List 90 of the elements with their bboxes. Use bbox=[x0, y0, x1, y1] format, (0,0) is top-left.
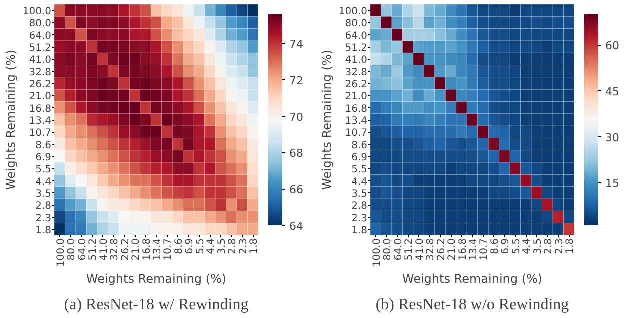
y-tick-label: 5.5 bbox=[352, 164, 368, 176]
y-tick-label: 64.0 bbox=[345, 30, 368, 42]
y-tick-label: 10.7 bbox=[345, 128, 368, 140]
x-tick-label: 10.7 bbox=[163, 238, 174, 261]
x-tick-label: 8.6 bbox=[174, 238, 185, 254]
color-bar-label: 15 bbox=[606, 177, 620, 190]
y-tick-label: 8.6 bbox=[352, 140, 368, 152]
x-tick-label: 5.5 bbox=[511, 238, 522, 254]
x-tick-label: 2.3 bbox=[238, 238, 250, 254]
x-tick-label: 13.4 bbox=[468, 238, 480, 261]
color-bar-label: 74 bbox=[290, 38, 304, 52]
x-axis-title: Weights Remaining (%) bbox=[86, 272, 227, 286]
color-bar-label: 68 bbox=[290, 147, 304, 160]
x-tick-label: 51.2 bbox=[88, 238, 100, 261]
x-tick-label: 3.5 bbox=[216, 238, 228, 254]
x-tick-label: 2.8 bbox=[228, 238, 239, 254]
color-bar-label: 70 bbox=[290, 110, 304, 124]
x-tick-label: 2.3 bbox=[554, 238, 566, 254]
y-tick-label: 10.7 bbox=[29, 128, 52, 140]
x-tick-label: 16.8 bbox=[458, 238, 469, 261]
x-tick-label: 4.4 bbox=[522, 238, 534, 254]
y-tick-label: 51.2 bbox=[345, 43, 368, 54]
x-tick-label: 80.0 bbox=[382, 238, 394, 261]
y-tick-label: 13.4 bbox=[345, 116, 368, 127]
y-tick-label: 3.5 bbox=[352, 188, 368, 200]
x-tick-label: 64.0 bbox=[77, 238, 88, 261]
y-tick-label: 32.8 bbox=[345, 67, 368, 78]
x-tick-label: 51.2 bbox=[404, 238, 416, 261]
x-tick-label: 21.0 bbox=[131, 238, 142, 261]
x-tick-label: 13.4 bbox=[152, 238, 164, 261]
y-tick-label: 41.0 bbox=[345, 55, 368, 66]
color-bar-label: 45 bbox=[606, 85, 620, 98]
x-tick-label: 80.0 bbox=[66, 238, 78, 261]
x-tick-label: 64.0 bbox=[393, 238, 404, 261]
x-tick-label: 32.8 bbox=[426, 238, 437, 261]
x-tick-label: 41.0 bbox=[414, 238, 426, 261]
x-tick-label: 8.6 bbox=[490, 238, 501, 254]
y-tick-label: 6.9 bbox=[36, 152, 52, 164]
y-tick-label: 100.0 bbox=[22, 6, 52, 18]
y-axis-title: Weights Remaining (%) bbox=[320, 50, 334, 190]
y-tick-label: 21.0 bbox=[29, 92, 52, 103]
y-tick-label: 1.8 bbox=[352, 225, 368, 236]
y-tick-label: 2.3 bbox=[36, 213, 52, 224]
y-tick-label: 80.0 bbox=[345, 18, 368, 30]
x-tick-label: 10.7 bbox=[479, 238, 490, 261]
y-tick-label: 21.0 bbox=[345, 92, 368, 103]
y-tick-label: 5.5 bbox=[36, 164, 52, 176]
color-bar-label: 72 bbox=[290, 74, 304, 88]
y-tick-label: 6.9 bbox=[352, 152, 368, 164]
text: (a) ResNet-18 w/ Rewinding bbox=[64, 296, 249, 314]
y-tick-label: 26.2 bbox=[345, 80, 368, 91]
x-tick-label: 26.2 bbox=[120, 238, 132, 261]
x-tick-label: 21.0 bbox=[447, 238, 458, 261]
x-tick-label: 1.8 bbox=[249, 238, 260, 254]
x-tick-label: 1.8 bbox=[565, 238, 576, 254]
x-tick-label: 4.4 bbox=[206, 238, 218, 254]
color-bar-label: 64 bbox=[290, 220, 304, 233]
x-tick-label: 6.9 bbox=[184, 238, 196, 254]
y-tick-label: 32.8 bbox=[29, 67, 52, 78]
y-tick-label: 4.4 bbox=[36, 176, 52, 188]
y-tick-label: 2.8 bbox=[352, 201, 368, 212]
x-tick-label: 3.5 bbox=[532, 238, 544, 254]
x-tick-label: 32.8 bbox=[110, 238, 121, 261]
x-tick-label: 26.2 bbox=[436, 238, 448, 261]
x-tick-label: 6.9 bbox=[500, 238, 512, 254]
x-tick-label: 2.8 bbox=[544, 238, 555, 254]
y-axis-title: Weights Remaining (%) bbox=[4, 50, 18, 190]
y-tick-label: 8.6 bbox=[36, 140, 52, 152]
y-tick-label: 13.4 bbox=[29, 116, 52, 127]
color-bar-label: 60 bbox=[606, 40, 620, 53]
y-tick-label: 3.5 bbox=[36, 188, 52, 200]
y-tick-label: 26.2 bbox=[29, 80, 52, 91]
y-tick-label: 41.0 bbox=[29, 55, 52, 66]
color-bar-label: 30 bbox=[606, 131, 620, 144]
y-tick-label: 2.8 bbox=[36, 201, 52, 212]
y-tick-label: 16.8 bbox=[29, 104, 52, 115]
y-tick-label: 51.2 bbox=[29, 43, 52, 54]
y-tick-label: 1.8 bbox=[36, 225, 52, 236]
y-tick-label: 80.0 bbox=[29, 18, 52, 30]
y-tick-label: 64.0 bbox=[29, 30, 52, 42]
y-tick-label: 100.0 bbox=[338, 6, 368, 18]
color-bar-label: 66 bbox=[290, 184, 304, 197]
x-tick-label: 41.0 bbox=[98, 238, 110, 261]
y-tick-label: 4.4 bbox=[352, 176, 368, 188]
x-tick-label: 5.5 bbox=[195, 238, 206, 254]
text: (b) ResNet-18 w/o Rewinding bbox=[376, 296, 570, 314]
y-tick-label: 16.8 bbox=[345, 104, 368, 115]
y-tick-label: 2.3 bbox=[352, 213, 368, 224]
x-axis-title: Weights Remaining (%) bbox=[402, 272, 543, 286]
x-tick-label: 16.8 bbox=[142, 238, 153, 261]
